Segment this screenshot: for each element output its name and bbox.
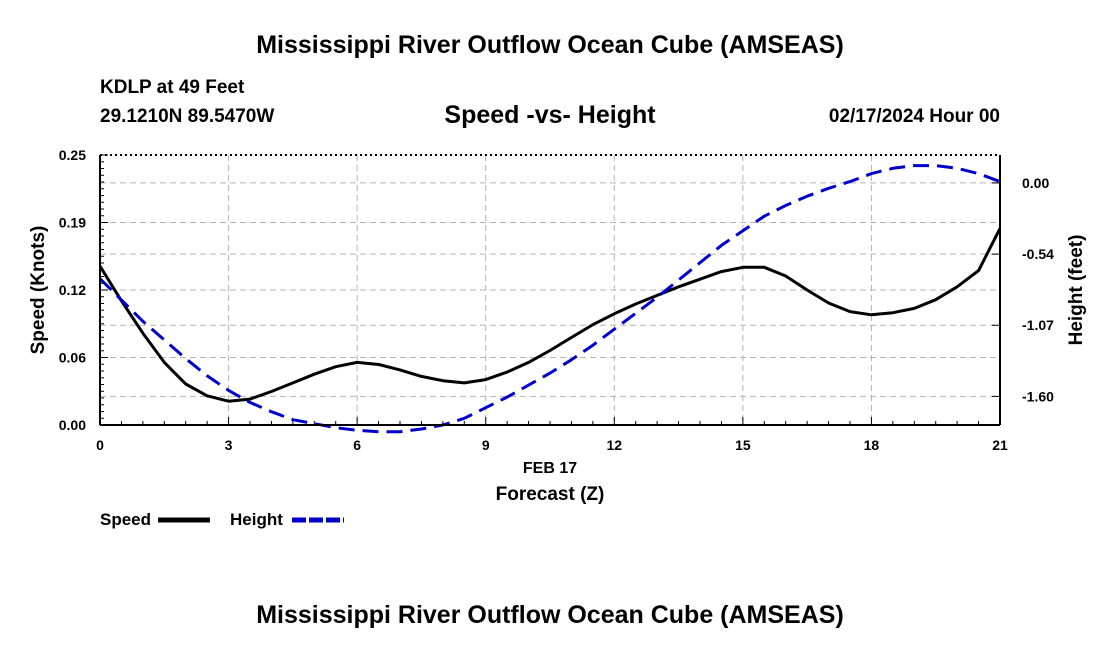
y-right-tick-label: 0.00: [1022, 175, 1049, 191]
y-left-tick-label: 0.19: [59, 215, 86, 231]
x-tick-label: 6: [353, 437, 361, 453]
y-left-axis-title: Speed (Knots): [28, 226, 49, 355]
datetime-label: 02/17/2024 Hour 00: [828, 106, 1000, 127]
x-tick-label: 9: [482, 437, 490, 453]
footer-title: Mississippi River Outflow Ocean Cube (AM…: [256, 601, 844, 629]
main-title: Mississippi River Outflow Ocean Cube (AM…: [256, 31, 844, 59]
y-left-tick-label: 0.00: [59, 417, 86, 433]
axes: [99, 154, 1001, 426]
x-axis-title: Forecast (Z): [496, 484, 605, 505]
x-tick-label: 12: [606, 437, 622, 453]
coordinates-label: 29.1210N 89.5470W: [100, 106, 275, 127]
y-left-tick-label: 0.25: [59, 147, 86, 163]
legend-label-speed: Speed: [100, 510, 151, 529]
y-left-tick-label: 0.12: [59, 282, 86, 298]
x-tick-label: 0: [96, 437, 104, 453]
legend: Speed Height: [100, 510, 344, 529]
height-series-line: [98, 164, 1001, 434]
x-axis-date-label: FEB 17: [523, 460, 577, 477]
legend-label-height: Height: [230, 510, 283, 529]
x-tick-label: 3: [225, 437, 233, 453]
axis-labels: 0 3 6 9 12 15 18 21 0.00 0.06 0.12 0.19 0.25 0.00 -0.5…: [28, 147, 1087, 505]
speed-height-chart: 0 3 6 9 12 15 18 21 0.00 0.06 0.12 0.19 0.25 0.00 -0.5…: [28, 147, 1087, 529]
y-left-tick-label: 0.06: [59, 350, 86, 366]
y-right-axis-title: Height (feet): [1066, 235, 1087, 346]
grid-lines: [100, 155, 1000, 425]
x-tick-label: 18: [864, 437, 880, 453]
speed-series-line: [98, 227, 1002, 403]
x-tick-label: 15: [735, 437, 751, 453]
chart-subtitle: Speed -vs- Height: [444, 101, 656, 129]
x-tick-label: 21: [992, 437, 1008, 453]
y-right-tick-label: -1.60: [1022, 388, 1054, 404]
y-right-tick-label: -0.54: [1022, 246, 1054, 262]
station-label: KDLP at 49 Feet: [100, 77, 245, 98]
y-right-tick-label: -1.07: [1022, 317, 1054, 333]
series-lines: [98, 164, 1002, 434]
